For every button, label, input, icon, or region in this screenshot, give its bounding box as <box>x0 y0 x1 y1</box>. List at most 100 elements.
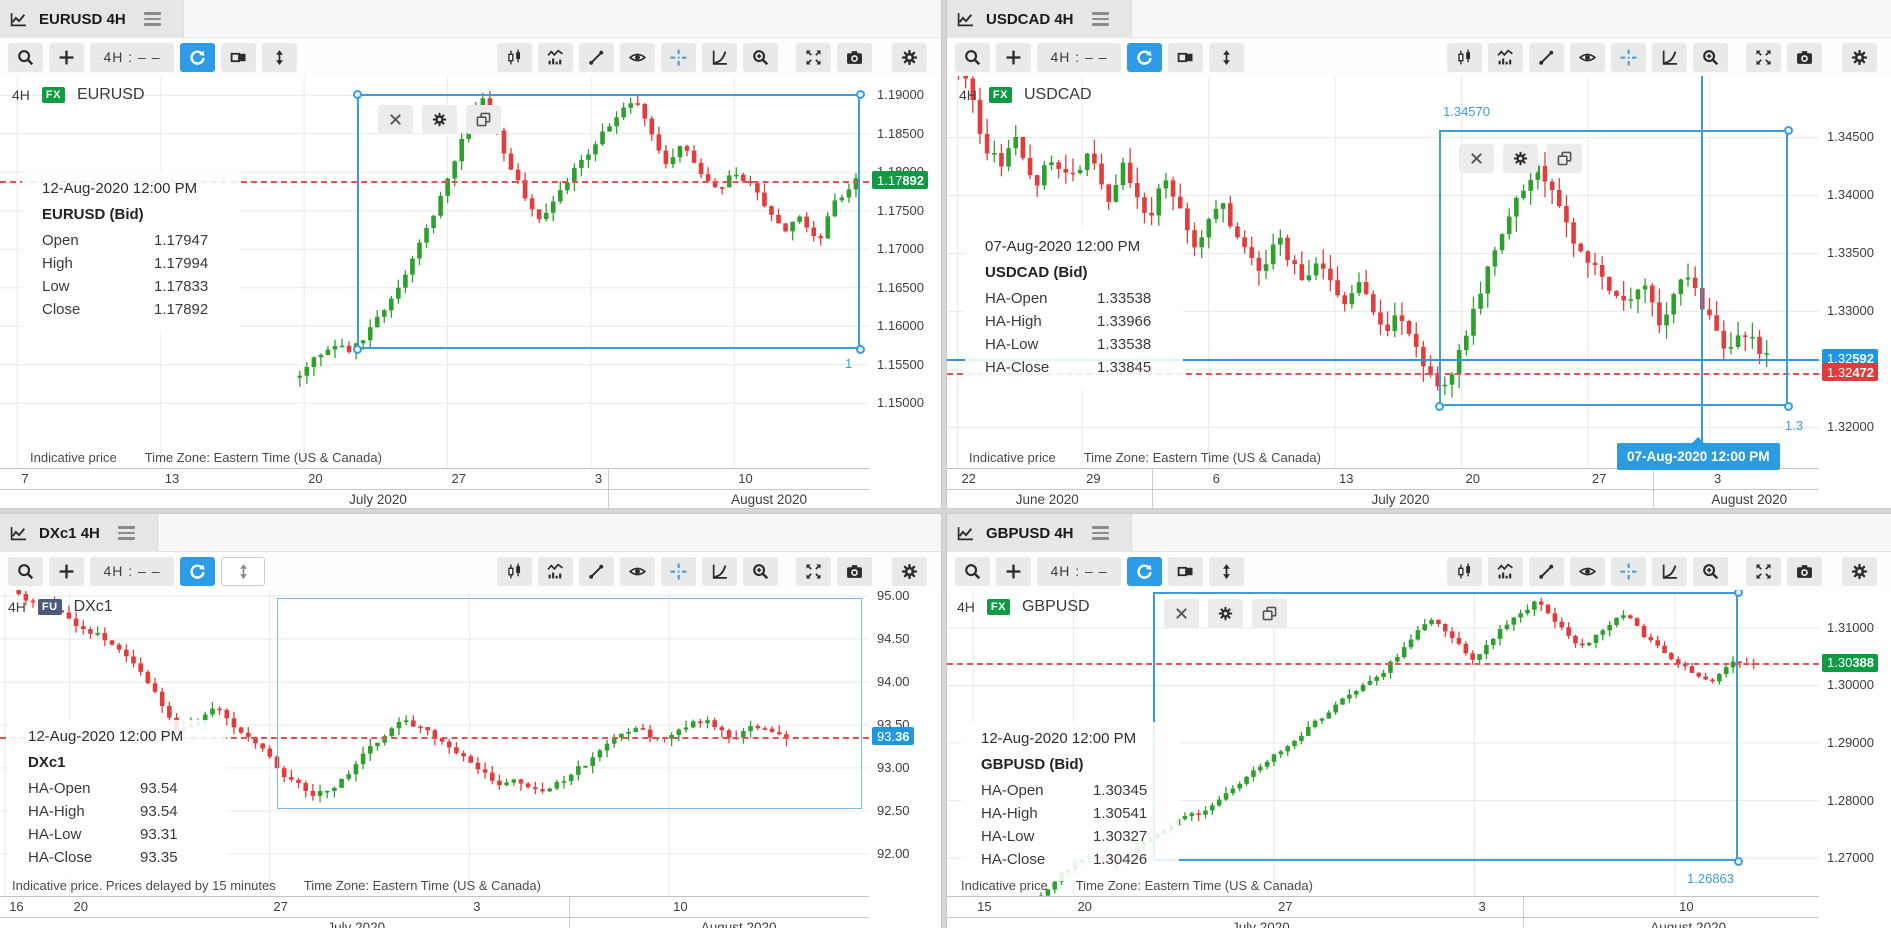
time-axis[interactable]: 15 20 27 3 10 July 2020 August 2020 <box>947 896 1819 928</box>
zoom-in-button[interactable] <box>1693 556 1728 586</box>
panel-title-tab[interactable]: USDCAD 4H <box>947 0 1131 38</box>
camera-button[interactable] <box>1787 42 1822 72</box>
zoom-in-button[interactable] <box>743 42 778 72</box>
compare-button[interactable] <box>1168 556 1203 586</box>
copy-button[interactable] <box>1252 599 1287 628</box>
camera-button[interactable] <box>1787 556 1822 586</box>
crosshair-button[interactable] <box>1611 556 1646 586</box>
eye-button[interactable] <box>620 556 655 586</box>
maximize-button[interactable] <box>796 556 831 586</box>
interval-button[interactable]: 4H : – – <box>90 42 174 72</box>
indicators-button[interactable] <box>538 556 573 586</box>
price-plot[interactable]: 1 4H FX EURUSD 12-Aug-2020 12:00 PM EURUSD (B… <box>0 76 869 468</box>
panel-menu-button[interactable] <box>1086 8 1115 30</box>
price-plot[interactable]: 1.34570 1.3 4H FX USDCAD 07-Aug-2020 12:00 PM… <box>947 76 1819 468</box>
indicators-button[interactable] <box>1488 42 1523 72</box>
selection-rectangle[interactable] <box>357 94 860 349</box>
search-button[interactable] <box>8 42 43 72</box>
copy-button[interactable] <box>466 105 501 134</box>
selection-handle-tl[interactable] <box>352 89 362 99</box>
crosshair-button[interactable] <box>1611 42 1646 72</box>
camera-button[interactable] <box>837 42 872 72</box>
reset-button[interactable] <box>180 556 215 586</box>
close-button[interactable] <box>1459 144 1494 173</box>
selection-handle-br[interactable] <box>855 344 865 354</box>
gear-button[interactable] <box>892 42 927 72</box>
price-axis[interactable]: 1.345001.340001.335001.330001.325001.320… <box>1819 76 1891 508</box>
candles-button[interactable] <box>1447 556 1482 586</box>
curve-button[interactable] <box>702 42 737 72</box>
trendline-button[interactable] <box>579 556 614 586</box>
curve-button[interactable] <box>702 556 737 586</box>
eye-button[interactable] <box>1570 556 1605 586</box>
plus-button[interactable] <box>996 42 1031 72</box>
curve-button[interactable] <box>1652 42 1687 72</box>
gear-button[interactable] <box>1503 144 1538 173</box>
plus-button[interactable] <box>49 556 84 586</box>
gear-button[interactable] <box>422 105 457 134</box>
price-plot[interactable]: 4H FU DXc1 12-Aug-2020 12:00 PM DXc1 HA-Open 9… <box>0 590 869 896</box>
candles-button[interactable] <box>497 42 532 72</box>
time-axis[interactable]: 16 20 27 3 10 July 2020 August 2020 <box>0 896 869 928</box>
selection-handle-br[interactable] <box>1733 856 1743 866</box>
camera-button[interactable] <box>837 556 872 586</box>
copy-button[interactable] <box>1547 144 1582 173</box>
selection-rectangle[interactable] <box>1439 130 1788 406</box>
curve-button[interactable] <box>1652 556 1687 586</box>
stepper-button[interactable] <box>1209 42 1244 72</box>
candles-button[interactable] <box>497 556 532 586</box>
stepper-button[interactable] <box>1209 556 1244 586</box>
close-button[interactable] <box>1164 599 1199 628</box>
stepper-outline-button[interactable] <box>221 556 265 586</box>
plus-button[interactable] <box>996 556 1031 586</box>
compare-button[interactable] <box>1168 42 1203 72</box>
crosshair-button[interactable] <box>661 556 696 586</box>
selection-rectangle[interactable] <box>277 598 862 809</box>
close-button[interactable] <box>378 105 413 134</box>
panel-title-tab[interactable]: DXc1 4H <box>0 514 157 552</box>
gear-button[interactable] <box>1208 599 1243 628</box>
indicators-button[interactable] <box>1488 556 1523 586</box>
reset-button[interactable] <box>1127 556 1162 586</box>
search-button[interactable] <box>955 42 990 72</box>
price-axis[interactable]: 1.31000 1.30000 1.29000 1.28000 1.27000 1.303… <box>1819 590 1891 928</box>
trendline-button[interactable] <box>579 42 614 72</box>
price-axis[interactable]: 1.190001.185001.180001.175001.170001.165… <box>869 76 941 508</box>
plus-button[interactable] <box>49 42 84 72</box>
panel-title-tab[interactable]: GBPUSD 4H <box>947 514 1131 552</box>
indicators-button[interactable] <box>538 42 573 72</box>
trendline-button[interactable] <box>1529 556 1564 586</box>
interval-button[interactable]: 4H : – – <box>1037 556 1121 586</box>
selection-handle-br[interactable] <box>1783 401 1793 411</box>
maximize-button[interactable] <box>1746 556 1781 586</box>
interval-button[interactable]: 4H : – – <box>1037 42 1121 72</box>
maximize-button[interactable] <box>1746 42 1781 72</box>
selection-handle-tr[interactable] <box>855 89 865 99</box>
maximize-button[interactable] <box>796 42 831 72</box>
reset-button[interactable] <box>1127 42 1162 72</box>
gear-button[interactable] <box>1842 556 1877 586</box>
reset-button[interactable] <box>180 42 215 72</box>
price-axis[interactable]: 95.00 94.50 94.00 93.50 93.00 92.50 92.00 93.36 <box>869 588 941 928</box>
stepper-button[interactable] <box>262 42 297 72</box>
search-button[interactable] <box>8 556 43 586</box>
crosshair-button[interactable] <box>661 42 696 72</box>
zoom-in-button[interactable] <box>1693 42 1728 72</box>
panel-title-tab[interactable]: EURUSD 4H <box>0 0 183 38</box>
gear-button[interactable] <box>892 556 927 586</box>
selection-handle-tr[interactable] <box>1733 590 1743 597</box>
interval-button[interactable]: 4H : – – <box>90 556 174 586</box>
price-plot[interactable]: 1.26863 4H FX GBPUSD 12-Aug-2020 12:00 PM GBP… <box>947 590 1819 896</box>
eye-button[interactable] <box>1570 42 1605 72</box>
panel-menu-button[interactable] <box>138 8 167 30</box>
selection-handle-tr[interactable] <box>1783 125 1793 135</box>
time-axis[interactable]: 22 29 6 13 20 27 3 June 2020 July 2020 August 202… <box>947 468 1819 508</box>
trendline-button[interactable] <box>1529 42 1564 72</box>
compare-button[interactable] <box>221 42 256 72</box>
panel-menu-button[interactable] <box>1086 522 1115 544</box>
selection-rectangle[interactable] <box>1153 592 1738 861</box>
candles-button[interactable] <box>1447 42 1482 72</box>
zoom-in-button[interactable] <box>743 556 778 586</box>
panel-menu-button[interactable] <box>112 522 141 544</box>
time-axis[interactable]: 7 13 20 27 3 10 July 2020 August 2020 <box>0 468 869 508</box>
